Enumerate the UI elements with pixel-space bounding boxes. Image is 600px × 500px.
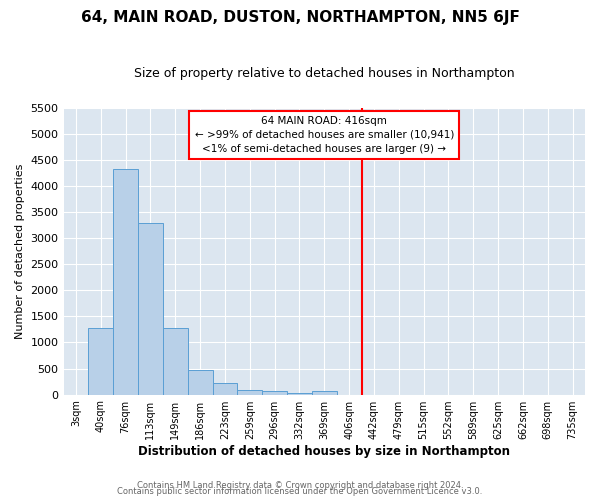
Bar bbox=[262, 392, 287, 394]
Text: 64, MAIN ROAD, DUSTON, NORTHAMPTON, NN5 6JF: 64, MAIN ROAD, DUSTON, NORTHAMPTON, NN5 … bbox=[80, 10, 520, 25]
Bar bbox=[238, 390, 262, 394]
Bar bbox=[312, 392, 337, 394]
Bar bbox=[188, 370, 212, 394]
Bar bbox=[287, 393, 312, 394]
X-axis label: Distribution of detached houses by size in Northampton: Distribution of detached houses by size … bbox=[138, 444, 510, 458]
Text: 64 MAIN ROAD: 416sqm
← >99% of detached houses are smaller (10,941)
<1% of semi-: 64 MAIN ROAD: 416sqm ← >99% of detached … bbox=[194, 116, 454, 154]
Text: Contains public sector information licensed under the Open Government Licence v3: Contains public sector information licen… bbox=[118, 487, 482, 496]
Y-axis label: Number of detached properties: Number of detached properties bbox=[15, 164, 25, 339]
Bar bbox=[212, 383, 238, 394]
Bar bbox=[113, 169, 138, 394]
Text: Contains HM Land Registry data © Crown copyright and database right 2024.: Contains HM Land Registry data © Crown c… bbox=[137, 481, 463, 490]
Bar bbox=[88, 328, 113, 394]
Bar bbox=[138, 223, 163, 394]
Title: Size of property relative to detached houses in Northampton: Size of property relative to detached ho… bbox=[134, 68, 515, 80]
Bar bbox=[163, 328, 188, 394]
